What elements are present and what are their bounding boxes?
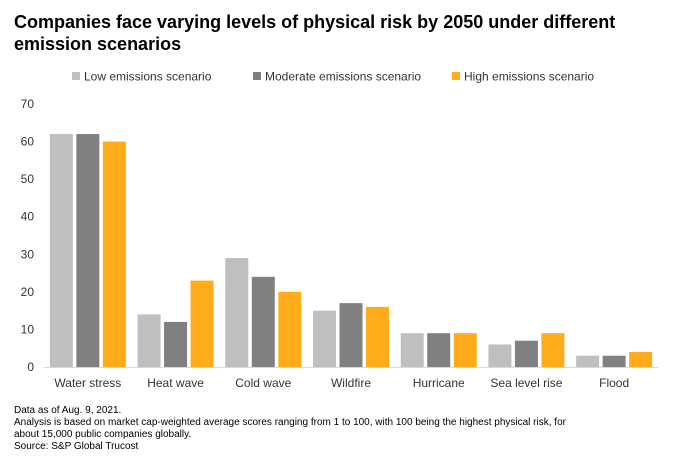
bar-2-1 [251,276,275,367]
legend-swatch-1 [253,72,261,80]
x-tick-label-0: Water stress [54,376,121,390]
chart-title-line-2: emission scenarios [14,34,182,54]
legend-label-1: Moderate emissions scenario [265,70,421,84]
bar-3-1 [339,303,363,367]
legend: Low emissions scenario Moderate emissions… [72,70,594,84]
note-source: Source: S&P Global Trucost [14,441,139,452]
bar-5-2 [541,333,565,367]
chart-title: Companies face varying levels of physica… [14,11,664,55]
bar-0-0 [49,134,73,367]
legend-swatch-0 [72,72,80,80]
bar-1-2 [190,280,214,367]
y-axis: 0 10 20 30 40 50 60 70 [21,97,35,374]
y-tick-label-7: 70 [21,97,35,111]
bar-1-1 [164,321,188,367]
bar-2-0 [225,258,249,367]
legend-label-0: Low emissions scenario [84,70,212,84]
bar-0-1 [76,134,100,367]
x-tick-label-4: Hurricane [413,376,465,390]
legend-label-2: High emissions scenario [464,70,594,84]
x-axis: Water stress Heat wave Cold wave Wildfire Hu… [44,367,658,390]
bar-4-0 [400,333,424,367]
bar-6-1 [602,355,626,367]
x-tick-label-6: Flood [599,376,629,390]
y-tick-label-1: 10 [21,322,35,336]
y-tick-label-6: 60 [21,135,35,149]
bar-5-0 [488,344,512,367]
bar-4-1 [427,333,451,367]
y-tick-label-0: 0 [27,360,34,374]
note-date: Data as of Aug. 9, 2021. [14,405,122,416]
x-tick-label-2: Cold wave [235,376,291,390]
bar-6-0 [576,355,600,367]
x-tick-label-1: Heat wave [147,376,204,390]
y-tick-label-5: 50 [21,172,35,186]
bars [49,134,653,367]
bar-3-0 [313,310,336,367]
x-tick-label-5: Sea level rise [490,376,562,390]
x-tick-label-3: Wildfire [331,376,371,390]
bar-5-1 [514,340,538,367]
legend-swatch-2 [452,72,460,80]
chart-title-line-1: Companies face varying levels of physica… [14,12,616,32]
bar-1-0 [137,314,161,367]
note-methodology-2: about 15,000 public companies globally. [14,429,192,440]
y-tick-label-2: 20 [21,285,35,299]
note-methodology-1: Analysis is based on market cap-weighted… [14,417,566,428]
bar-0-2 [102,141,126,367]
bar-4-2 [453,333,477,367]
y-tick-label-4: 40 [21,210,35,224]
y-tick-label-3: 30 [21,247,35,261]
bar-6-2 [629,351,653,367]
bar-3-2 [366,306,389,367]
bar-2-2 [278,291,302,367]
chart-notes: Data as of Aug. 9, 2021. Analysis is bas… [14,405,664,453]
